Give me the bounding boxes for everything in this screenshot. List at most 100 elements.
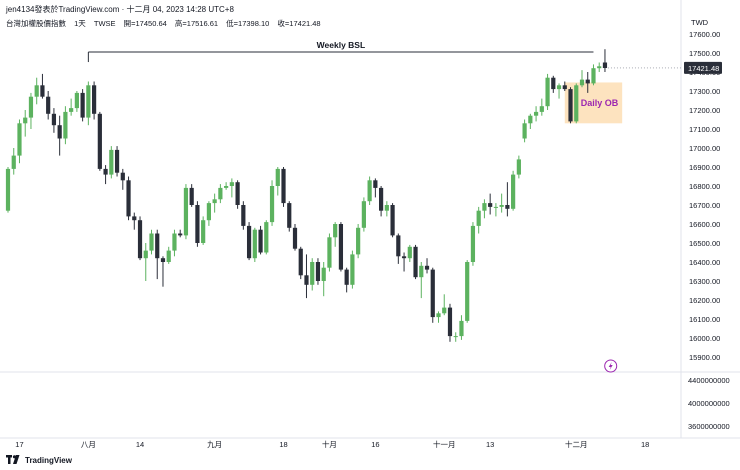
candle-body bbox=[321, 267, 326, 281]
last-price-badge bbox=[684, 61, 722, 74]
candle-body bbox=[235, 182, 240, 205]
author-line: jen4134發表於TradingView.com · 十二月 04, 2023… bbox=[6, 5, 234, 14]
candle-body bbox=[597, 66, 602, 69]
candle-body bbox=[252, 229, 257, 259]
candle-body bbox=[516, 159, 521, 175]
candle-body bbox=[160, 258, 166, 262]
candle-body bbox=[602, 62, 608, 69]
price-tick-label: 16600.00 bbox=[689, 220, 720, 229]
candle-body bbox=[114, 149, 120, 173]
candle-body bbox=[470, 225, 476, 262]
bsl-label: Weekly BSL bbox=[317, 40, 366, 50]
candle-body bbox=[74, 92, 79, 109]
time-tick-label: 16 bbox=[371, 440, 379, 449]
candle-body bbox=[591, 68, 596, 84]
candle-body bbox=[92, 85, 97, 114]
candle-body bbox=[120, 172, 125, 181]
candle-body bbox=[333, 224, 338, 238]
time-tick-label: 14 bbox=[136, 440, 144, 449]
candle-body bbox=[172, 233, 177, 251]
candle-body bbox=[275, 168, 280, 186]
volume-tick-label: 4400000000 bbox=[688, 376, 730, 385]
candle-body bbox=[585, 79, 590, 84]
time-tick-label: 十月 bbox=[322, 439, 337, 449]
candle-body bbox=[264, 222, 269, 253]
candle-body bbox=[229, 182, 234, 186]
price-tick-label: 16800.00 bbox=[689, 182, 720, 191]
candle-body bbox=[51, 113, 57, 126]
time-tick-label: 18 bbox=[279, 440, 287, 449]
symbol-info: 台灣加權股價指數 1天 TWSE 開=17450.64 高=17516.61 低… bbox=[6, 18, 327, 29]
candle-body bbox=[522, 123, 527, 139]
candle-body bbox=[505, 205, 510, 209]
candle-body bbox=[201, 220, 206, 243]
candle-body bbox=[482, 203, 487, 211]
candle-body bbox=[407, 246, 412, 259]
symbol-name[interactable]: 台灣加權股價指數 bbox=[6, 19, 66, 28]
candle-body bbox=[401, 256, 407, 259]
candle-body bbox=[246, 225, 252, 259]
candle-body bbox=[218, 187, 223, 200]
last-price-label: 17421.48 bbox=[688, 64, 719, 73]
candle-body bbox=[442, 307, 447, 314]
candle-body bbox=[80, 92, 85, 118]
candle-body bbox=[562, 85, 567, 90]
price-axis[interactable]: 17600.0017500.0017400.0017300.0017200.00… bbox=[607, 30, 722, 362]
candle-body bbox=[103, 168, 108, 175]
candle-body bbox=[17, 123, 22, 156]
candle-body bbox=[556, 85, 562, 90]
marker-layer bbox=[604, 359, 618, 373]
ohlc-low: 低=17398.10 bbox=[226, 19, 270, 28]
time-tick-label: 十一月 bbox=[433, 439, 456, 449]
candle-body bbox=[327, 237, 332, 268]
volume-tick-label: 4000000000 bbox=[688, 399, 730, 408]
candle-body bbox=[539, 106, 544, 112]
time-axis[interactable]: 17 八月 14 九月 18 十月 16 十一月 13 十二月 18 bbox=[15, 439, 649, 449]
candle-body bbox=[453, 336, 458, 338]
candle-body bbox=[126, 180, 131, 217]
candle-body bbox=[57, 125, 62, 139]
ohlc-high: 高=17516.61 bbox=[174, 19, 219, 28]
candle-body bbox=[5, 168, 11, 211]
time-tick-label: 13 bbox=[486, 440, 494, 449]
candle-body bbox=[155, 233, 160, 259]
candle-body bbox=[63, 111, 68, 139]
candle-body bbox=[315, 262, 321, 281]
candle-body bbox=[413, 246, 418, 278]
price-tick-label: 16400.00 bbox=[689, 258, 720, 267]
candle-body bbox=[350, 254, 355, 285]
currency-label[interactable]: TWD bbox=[691, 18, 709, 27]
candles-layer bbox=[5, 49, 608, 342]
datetime-text: 十二月 04, 2023 14:28 UTC+8 bbox=[126, 5, 234, 14]
candle-body bbox=[545, 77, 550, 107]
candle-body bbox=[189, 187, 194, 205]
candle-body bbox=[166, 250, 171, 262]
interval[interactable]: 1天 bbox=[74, 19, 86, 28]
brand-name: TradingView bbox=[25, 456, 72, 465]
candle-body bbox=[310, 262, 315, 285]
candle-body bbox=[11, 155, 16, 169]
candle-body bbox=[97, 113, 102, 169]
candle-body bbox=[137, 220, 143, 259]
lightning-bolt bbox=[608, 362, 613, 370]
candle-body bbox=[206, 203, 211, 221]
candle-body bbox=[28, 96, 34, 118]
price-tick-label: 16300.00 bbox=[689, 277, 720, 286]
price-tick-label: 16900.00 bbox=[689, 163, 720, 172]
candle-body bbox=[344, 269, 349, 285]
candle-body bbox=[40, 85, 45, 97]
candle-body bbox=[533, 111, 539, 116]
footer-brand[interactable]: TradingView bbox=[6, 455, 72, 466]
grid-lines bbox=[0, 0, 740, 439]
candle-body bbox=[109, 149, 114, 175]
candle-body bbox=[488, 203, 493, 207]
candle-body bbox=[424, 265, 430, 270]
time-tick-label: 八月 bbox=[81, 440, 96, 449]
candle-body bbox=[493, 206, 498, 208]
candle-body bbox=[281, 168, 286, 204]
author-text: jen4134發表於TradingView.com bbox=[6, 5, 120, 14]
price-tick-label: 17300.00 bbox=[689, 87, 720, 96]
candle-body bbox=[465, 262, 470, 321]
candle-body bbox=[356, 227, 361, 255]
